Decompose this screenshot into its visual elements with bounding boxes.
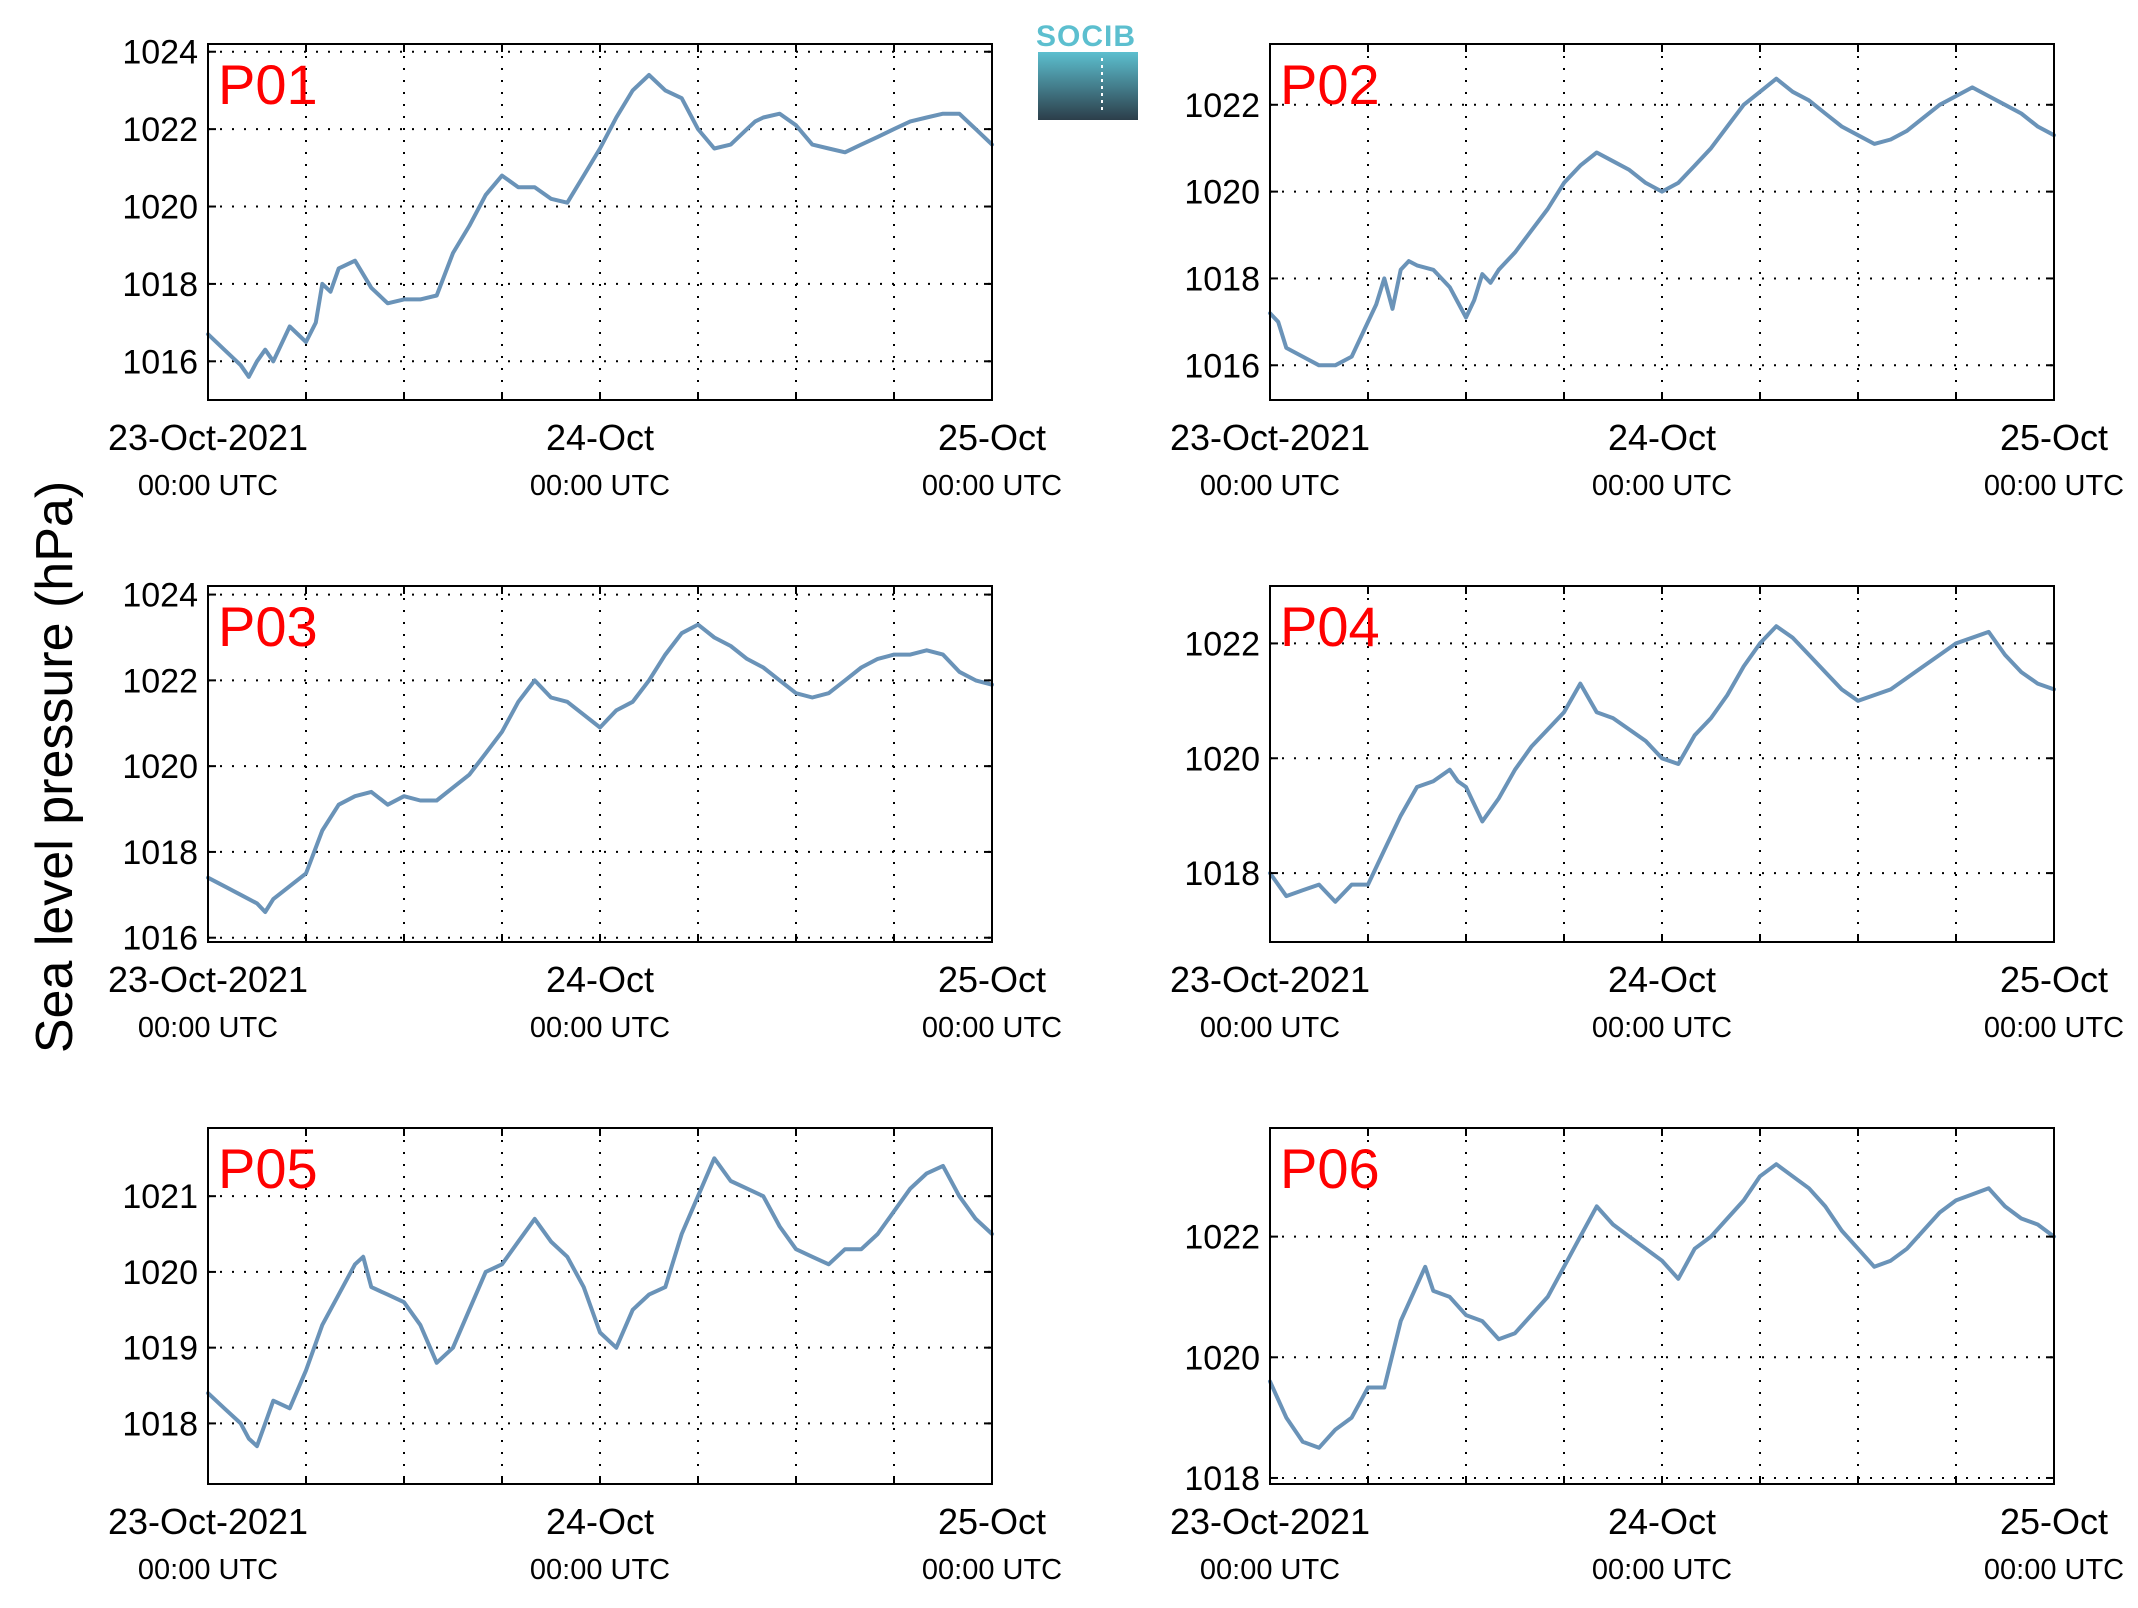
panel-label: P05 xyxy=(218,1137,318,1200)
x-tick-sublabel: 00:00 UTC xyxy=(1200,470,1340,502)
x-tick-sublabel: 00:00 UTC xyxy=(1592,470,1732,502)
x-tick-label: 24-Oct xyxy=(546,959,654,1000)
axes-box xyxy=(207,43,993,401)
y-tick-label: 1016 xyxy=(122,920,198,958)
y-tick-label: 1019 xyxy=(122,1330,198,1368)
series-line xyxy=(206,73,994,379)
x-tick-label: 24-Oct xyxy=(546,417,654,458)
x-tick-label: 23-Oct-2021 xyxy=(108,417,308,458)
y-tick-label: 1020 xyxy=(1184,740,1260,778)
series-line xyxy=(1268,624,2056,904)
axes-box xyxy=(207,1127,993,1485)
x-tick-sublabel: 00:00 UTC xyxy=(530,1554,670,1586)
chart-panel-p05: 1018 1019 1020 1021 23-Oct-2021 00:00 UTC 24-O… xyxy=(108,1127,1062,1586)
x-tick-label: 24-Oct xyxy=(1608,959,1716,1000)
panel-label: P02 xyxy=(1280,53,1380,116)
y-tick-label: 1024 xyxy=(122,577,198,615)
series-line xyxy=(206,1156,994,1449)
x-tick-sublabel: 00:00 UTC xyxy=(530,1012,670,1044)
chart-panel-p06: 1018 1020 1022 23-Oct-2021 00:00 UTC 24-Oct 00… xyxy=(1170,1127,2124,1586)
x-tick-label: 25-Oct xyxy=(2000,1501,2108,1542)
panel-label: P03 xyxy=(218,595,318,658)
y-tick-label: 1018 xyxy=(1184,260,1260,298)
chart-panel-p02: 1016 1018 1020 1022 23-Oct-2021 00:00 UTC 24-O… xyxy=(1170,43,2124,502)
y-tick-label: 1024 xyxy=(122,34,198,72)
x-tick-sublabel: 00:00 UTC xyxy=(1984,1012,2124,1044)
y-tick-label: 1020 xyxy=(122,189,198,227)
series-line xyxy=(1268,76,2056,368)
axes-box xyxy=(207,585,993,943)
y-tick-label: 1016 xyxy=(122,343,198,381)
y-tick-label: 1018 xyxy=(1184,1460,1260,1498)
y-tick-label: 1016 xyxy=(1184,347,1260,385)
x-tick-label: 25-Oct xyxy=(938,1501,1046,1542)
x-tick-sublabel: 00:00 UTC xyxy=(1200,1012,1340,1044)
chart-panel-p01: 1016 1018 1020 1022 1024 23-Oct-2021 00:00 UTC… xyxy=(108,34,1062,502)
x-tick-sublabel: 00:00 UTC xyxy=(138,470,278,502)
y-tick-label: 1022 xyxy=(122,662,198,700)
x-tick-sublabel: 00:00 UTC xyxy=(1200,1554,1340,1586)
x-tick-label: 23-Oct-2021 xyxy=(1170,1501,1370,1542)
x-tick-sublabel: 00:00 UTC xyxy=(922,1554,1062,1586)
series-line xyxy=(1268,1162,2056,1450)
panel-label: P06 xyxy=(1280,1137,1380,1200)
x-tick-label: 24-Oct xyxy=(1608,1501,1716,1542)
y-tick-label: 1018 xyxy=(122,1405,198,1443)
y-tick-label: 1018 xyxy=(122,834,198,872)
chart-panel-p04: 1018 1020 1022 23-Oct-2021 00:00 UTC 24-Oct 00… xyxy=(1170,585,2124,1044)
x-tick-sublabel: 00:00 UTC xyxy=(1984,1554,2124,1586)
panel-label: P04 xyxy=(1280,595,1380,658)
x-tick-label: 23-Oct-2021 xyxy=(1170,959,1370,1000)
axes-box xyxy=(1269,43,2055,401)
y-tick-label: 1018 xyxy=(1184,855,1260,893)
logo-emblem xyxy=(1038,52,1138,120)
x-tick-sublabel: 00:00 UTC xyxy=(1592,1554,1732,1586)
x-tick-label: 25-Oct xyxy=(938,959,1046,1000)
x-tick-label: 25-Oct xyxy=(2000,959,2108,1000)
y-tick-label: 1020 xyxy=(122,1254,198,1292)
series-line xyxy=(206,622,994,914)
y-tick-label: 1022 xyxy=(1184,1219,1260,1257)
axes-box xyxy=(1269,585,2055,943)
y-tick-label: 1020 xyxy=(122,748,198,786)
y-tick-label: 1022 xyxy=(1184,625,1260,663)
x-tick-sublabel: 00:00 UTC xyxy=(530,470,670,502)
panels: 1016 1018 1020 1022 1024 23-Oct-2021 00:00 UTC… xyxy=(108,34,2124,1586)
chart-panel-p03: 1016 1018 1020 1022 1024 23-Oct-2021 00:00 UTC… xyxy=(108,577,1062,1044)
x-tick-label: 23-Oct-2021 xyxy=(108,1501,308,1542)
x-tick-label: 25-Oct xyxy=(938,417,1046,458)
y-tick-label: 1018 xyxy=(122,266,198,304)
y-tick-label: 1020 xyxy=(1184,1339,1260,1377)
x-tick-sublabel: 00:00 UTC xyxy=(1592,1012,1732,1044)
x-tick-label: 23-Oct-2021 xyxy=(1170,417,1370,458)
y-tick-label: 1021 xyxy=(122,1178,198,1216)
socib-logo: SOCIB xyxy=(1036,20,1138,120)
y-axis-label: Sea level pressure (hPa) xyxy=(26,481,84,1053)
x-tick-sublabel: 00:00 UTC xyxy=(138,1012,278,1044)
logo-text: SOCIB xyxy=(1036,20,1136,53)
x-tick-label: 25-Oct xyxy=(2000,417,2108,458)
x-tick-label: 24-Oct xyxy=(1608,417,1716,458)
y-tick-label: 1022 xyxy=(1184,87,1260,125)
panel-label: P01 xyxy=(218,53,318,116)
x-tick-sublabel: 00:00 UTC xyxy=(138,1554,278,1586)
x-tick-label: 24-Oct xyxy=(546,1501,654,1542)
x-tick-sublabel: 00:00 UTC xyxy=(922,470,1062,502)
y-tick-label: 1022 xyxy=(122,111,198,149)
x-tick-sublabel: 00:00 UTC xyxy=(1984,470,2124,502)
x-tick-label: 23-Oct-2021 xyxy=(108,959,308,1000)
y-tick-label: 1020 xyxy=(1184,174,1260,212)
x-tick-sublabel: 00:00 UTC xyxy=(922,1012,1062,1044)
axes-box xyxy=(1269,1127,2055,1485)
